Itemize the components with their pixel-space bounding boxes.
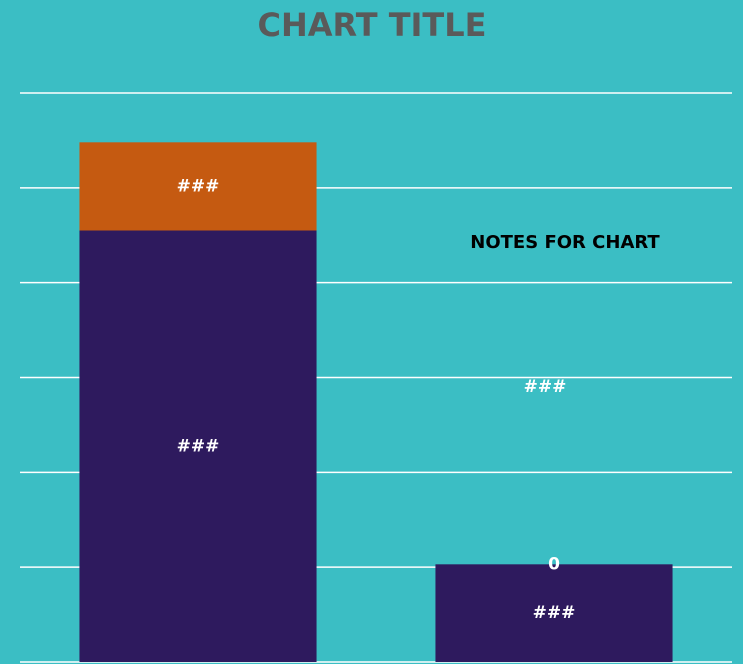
bar-segment xyxy=(79,230,317,662)
annotation: NOTES FOR CHART xyxy=(470,232,660,253)
bar-segment xyxy=(79,142,317,231)
annotation: ### xyxy=(524,377,567,397)
chart-title: CHART TITLE xyxy=(257,6,486,44)
bar-segment xyxy=(435,564,673,662)
data-label: ### xyxy=(177,176,220,196)
data-label: 0 xyxy=(548,554,560,574)
data-label: ### xyxy=(533,603,576,623)
data-label: ### xyxy=(177,436,220,456)
